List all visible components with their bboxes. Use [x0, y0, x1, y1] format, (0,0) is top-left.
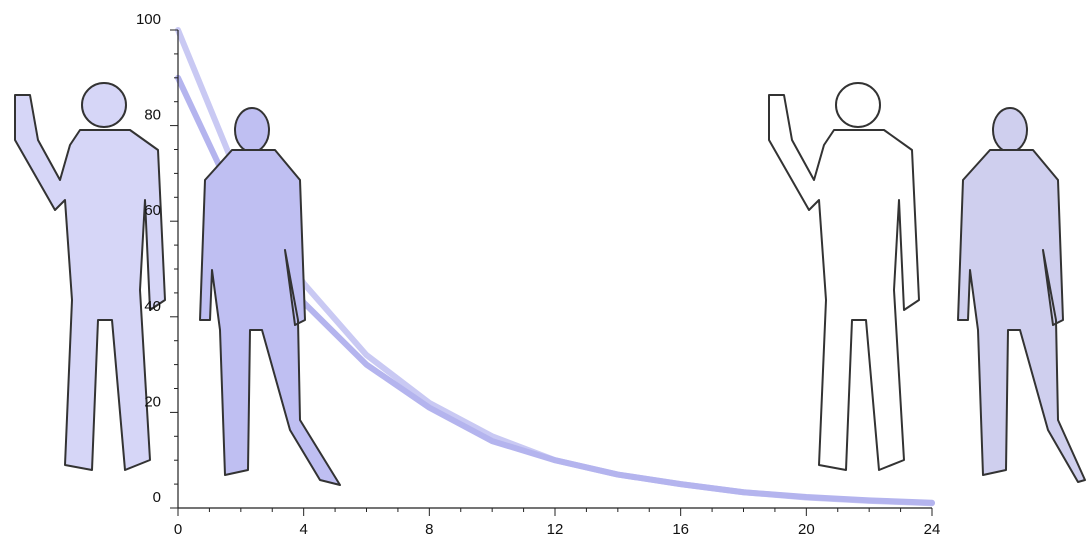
x-tick-label: 4: [299, 521, 307, 538]
figure-man-right: [768, 82, 920, 471]
axes: 0 4 8 12 16 20 24 0 20 40 60 80 100: [136, 11, 940, 538]
y-tick-label: 80: [144, 107, 161, 124]
figure-woman-right: [957, 107, 1086, 483]
y-tick-label: 100: [136, 11, 161, 28]
y-tick-label: 60: [144, 202, 161, 219]
x-tick-label: 0: [174, 521, 182, 538]
x-tick-label: 8: [425, 521, 433, 538]
y-tick-label: 40: [144, 298, 161, 315]
x-tick-label: 12: [547, 521, 564, 538]
x-tick-label: 24: [924, 521, 941, 538]
figure-man-left: [14, 82, 166, 471]
y-tick-label: 20: [144, 393, 161, 410]
x-tick-label: 16: [672, 521, 689, 538]
y-tick-label: 0: [153, 489, 161, 506]
figure-woman-left: [199, 107, 341, 486]
x-tick-label: 20: [798, 521, 815, 538]
